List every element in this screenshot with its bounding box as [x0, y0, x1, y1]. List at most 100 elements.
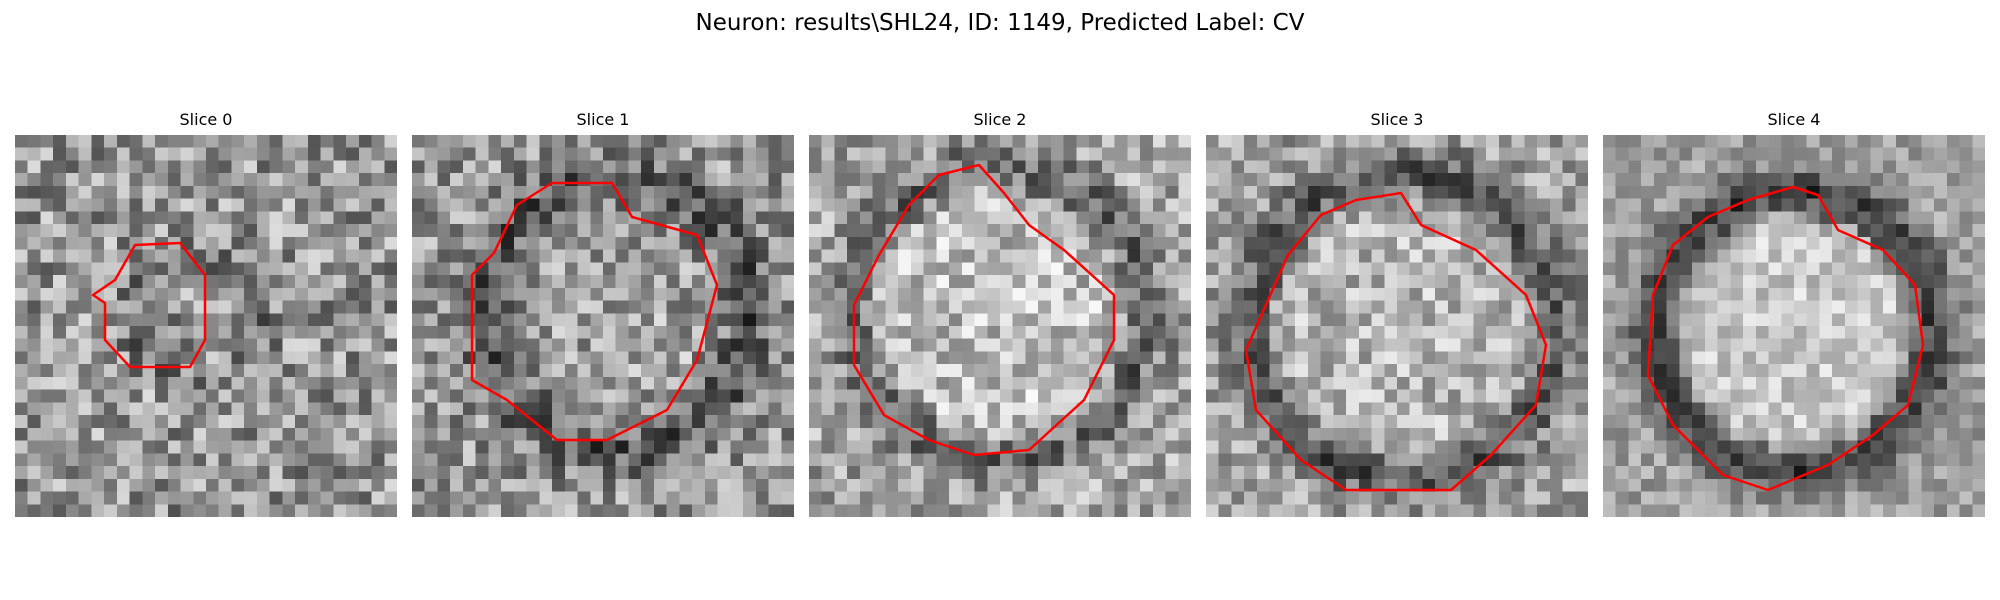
pixel [412, 198, 426, 212]
pixel [295, 198, 309, 212]
pixel [155, 262, 169, 276]
pixel [1679, 415, 1693, 429]
pixel [1269, 491, 1283, 505]
pixel [1549, 338, 1564, 352]
pixel [1704, 287, 1719, 302]
pixel [333, 351, 347, 365]
pixel [1717, 313, 1731, 327]
pixel [641, 351, 655, 365]
pixel [1743, 287, 1757, 302]
pixel [65, 402, 80, 416]
pixel [847, 440, 861, 454]
pixel [180, 262, 194, 276]
pixel [1959, 135, 1973, 149]
pixel [1883, 224, 1897, 238]
pixel [1768, 466, 1782, 480]
pixel [1231, 198, 1245, 212]
pixel [1562, 160, 1576, 174]
pixel [1025, 478, 1039, 493]
pixel [1806, 135, 1820, 149]
pixel [1244, 147, 1258, 161]
pixel [1244, 224, 1258, 238]
pixel [1178, 185, 1191, 200]
pixel [78, 262, 92, 276]
pixel [987, 351, 1001, 365]
pixel [53, 326, 67, 340]
pixel [167, 440, 182, 454]
pixel [206, 135, 220, 149]
pixel [1575, 313, 1588, 327]
pixel [384, 415, 397, 429]
pixel [539, 376, 553, 391]
pixel [552, 415, 566, 429]
pixel [1178, 338, 1191, 352]
pixel [78, 427, 92, 442]
pixel [949, 249, 963, 263]
pixel [526, 224, 540, 238]
pixel [1972, 364, 1985, 378]
pixel [1511, 326, 1525, 340]
pixel [384, 262, 397, 276]
pixel [1653, 135, 1668, 149]
pixel [1946, 224, 1961, 238]
pixel [1025, 313, 1039, 327]
pixel [1717, 351, 1731, 365]
pixel [307, 236, 322, 251]
pixel [40, 160, 54, 174]
pixel [936, 415, 950, 429]
pixel [717, 211, 731, 225]
pixel [1704, 415, 1719, 429]
pixel [1127, 275, 1141, 289]
pixel [755, 173, 770, 187]
pixel [1755, 389, 1770, 403]
pixel [333, 262, 347, 276]
pixel [256, 453, 271, 467]
pixel [872, 160, 886, 174]
pixel [641, 198, 655, 212]
pixel [78, 351, 92, 365]
pixel [1511, 262, 1525, 276]
pixel [1358, 427, 1373, 442]
pixel [1447, 249, 1462, 263]
pixel [1295, 211, 1309, 225]
pixel [1076, 338, 1090, 352]
pixel [1384, 466, 1398, 480]
pixel [641, 147, 655, 161]
pixel [936, 338, 950, 352]
pixel [936, 478, 950, 493]
pixel [333, 491, 347, 505]
pixel [1473, 249, 1487, 263]
pixel [256, 351, 271, 365]
pixel [539, 135, 553, 149]
pixel [450, 173, 464, 187]
pixel [231, 147, 245, 161]
pixel [371, 453, 385, 467]
pixel [206, 427, 220, 442]
pixel [1269, 338, 1283, 352]
pixel [180, 287, 194, 302]
pixel [923, 466, 937, 480]
pixel [936, 185, 950, 200]
pixel [1140, 211, 1154, 225]
pixel [679, 173, 693, 187]
pixel [704, 427, 719, 442]
pixel [1114, 402, 1128, 416]
pixel [961, 211, 976, 225]
pixel [450, 376, 464, 391]
pixel [346, 478, 360, 493]
pixel [1473, 504, 1487, 517]
pixel [1384, 160, 1398, 174]
pixel [295, 313, 309, 327]
pixel [295, 224, 309, 238]
pixel [768, 364, 782, 378]
pixel [1946, 427, 1961, 442]
pixel [282, 376, 296, 391]
pixel [384, 504, 397, 517]
pixel [603, 415, 617, 429]
pixel [1473, 389, 1487, 403]
pixel [1025, 300, 1039, 314]
pixel [1295, 402, 1309, 416]
pixel [475, 415, 489, 429]
pixel [1371, 287, 1385, 302]
pixel [1320, 440, 1334, 454]
